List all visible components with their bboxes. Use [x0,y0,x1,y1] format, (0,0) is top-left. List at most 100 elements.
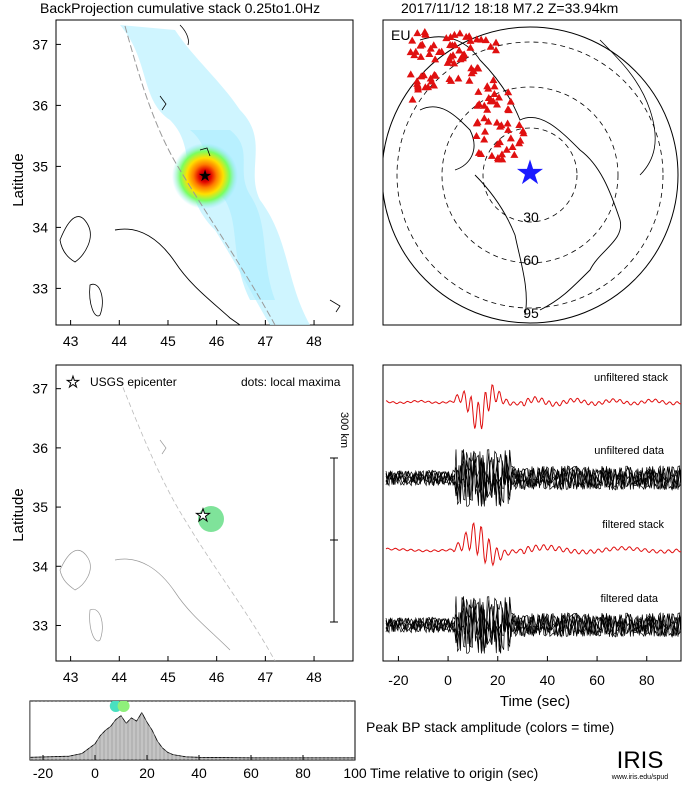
station-marker [414,85,423,93]
station-marker [447,76,456,84]
station-marker [424,83,433,91]
legend-epicenter: USGS epicenter [90,375,177,389]
station-marker [490,90,499,98]
wave-xtick-label: 40 [540,672,556,688]
station-marker [486,42,495,50]
amplitude-panel: -20 0 20 40 60 80 100 Peak BP stack amplitude … [29,700,614,781]
scalebar-label: 300 km [338,412,350,448]
map-top-xtick-label: 43 [63,333,79,349]
station-marker [420,28,429,36]
station-marker [510,150,519,158]
amp-xtick-label: -20 [33,765,53,781]
station-marker [430,81,439,89]
station-marker [492,118,501,126]
station-marker [495,138,504,146]
trace-label-unfiltered-stack: unfiltered stack [594,372,668,384]
waveform-panel: unfiltered stack unfiltered data filtere… [382,364,682,710]
usgs-epicenter-star: ★ [195,506,210,525]
map-bottom-xtick-label: 47 [258,669,274,685]
wave-xtick-label: 0 [444,672,452,688]
station-marker [454,74,463,82]
map-bottom-ytick-label: 36 [32,440,48,456]
station-marker [506,97,515,105]
station-marker [489,97,498,105]
legend-local-maxima: dots: local maxima [241,375,341,389]
map-top-ytick-label: 33 [32,280,48,296]
station-marker [490,82,499,90]
station-marker [408,95,417,103]
station-marker [480,114,489,122]
wave-xtick-label: 60 [589,672,605,688]
amp-xtick-label: 100 [343,765,367,781]
map-top-xtick-label: 48 [306,333,322,349]
unfiltered-data-trace [385,449,681,507]
station-marker [496,122,505,130]
station-marker [508,142,517,150]
unfiltered-data-trace [385,449,681,507]
station-marker [442,34,451,42]
epicenter-star: ★ [515,154,545,192]
filtered-data-trace [385,596,681,654]
station-marker [466,36,475,44]
station-marker [515,139,524,147]
globe-region-label: EU [391,27,410,43]
map-bottom-xtick-label: 46 [209,669,225,685]
station-marker [504,88,513,96]
station-marker [506,134,515,142]
station-marker [462,32,471,40]
station-marker [491,46,500,54]
station-marker [430,70,439,78]
amplitude-xlabel: Time relative to origin (sec) [370,765,538,781]
station-marker [473,101,482,109]
map-bottom-xtick-label: 48 [306,669,322,685]
station-marker [411,47,420,55]
station-marker [484,84,493,92]
wave-xtick-label: 80 [639,672,655,688]
station-marker [474,87,483,95]
station-marker [477,35,486,43]
station-marker [413,81,422,89]
iris-logo-text: IRIS [617,747,664,774]
station-marker [503,119,512,127]
map-top-ytick-label: 34 [32,219,48,235]
globe-outline [383,26,679,324]
station-marker [473,63,482,71]
station-marker [426,44,435,52]
station-marker [426,74,435,82]
station-marker [518,126,527,134]
station-marker [449,51,458,59]
station-marker [448,41,457,49]
station-marker [466,43,475,51]
distance-label-95: 95 [523,305,539,321]
station-marker [502,145,511,153]
backprojection-heatmap: ★ [59,24,341,325]
map-bottom-panel: ★ ★ USGS epicenter dots: local maxima 30… [10,364,354,685]
station-marker [515,120,524,128]
station-marker [472,132,481,140]
station-marker [458,54,467,62]
station-marker [480,101,489,109]
station-marker [417,72,426,80]
station-marker [494,155,503,163]
station-marker [489,76,498,84]
station-marker [477,149,486,157]
globe-panel: ★ EU 30 60 95 [382,19,682,326]
station-marker [494,93,503,101]
map-bottom-xtick-label: 43 [63,669,79,685]
map-bottom-xtick-label: 45 [160,669,176,685]
waveform-xlabel: Time (sec) [500,693,570,710]
map-bottom-ylabel: Latitude [10,488,27,541]
map-top-xtick-label: 44 [112,333,128,349]
station-marker [425,50,434,58]
station-marker [435,48,444,56]
map-bottom-ytick-label: 37 [32,381,48,397]
filtered-data-trace [385,596,681,654]
station-marker [413,29,422,37]
map-bottom-ytick-label: 34 [32,558,48,574]
station-marker [406,48,415,56]
legend-star-icon: ★ [66,374,79,391]
station-marker [455,29,464,37]
station-marker [497,150,506,158]
station-marker [450,59,459,67]
